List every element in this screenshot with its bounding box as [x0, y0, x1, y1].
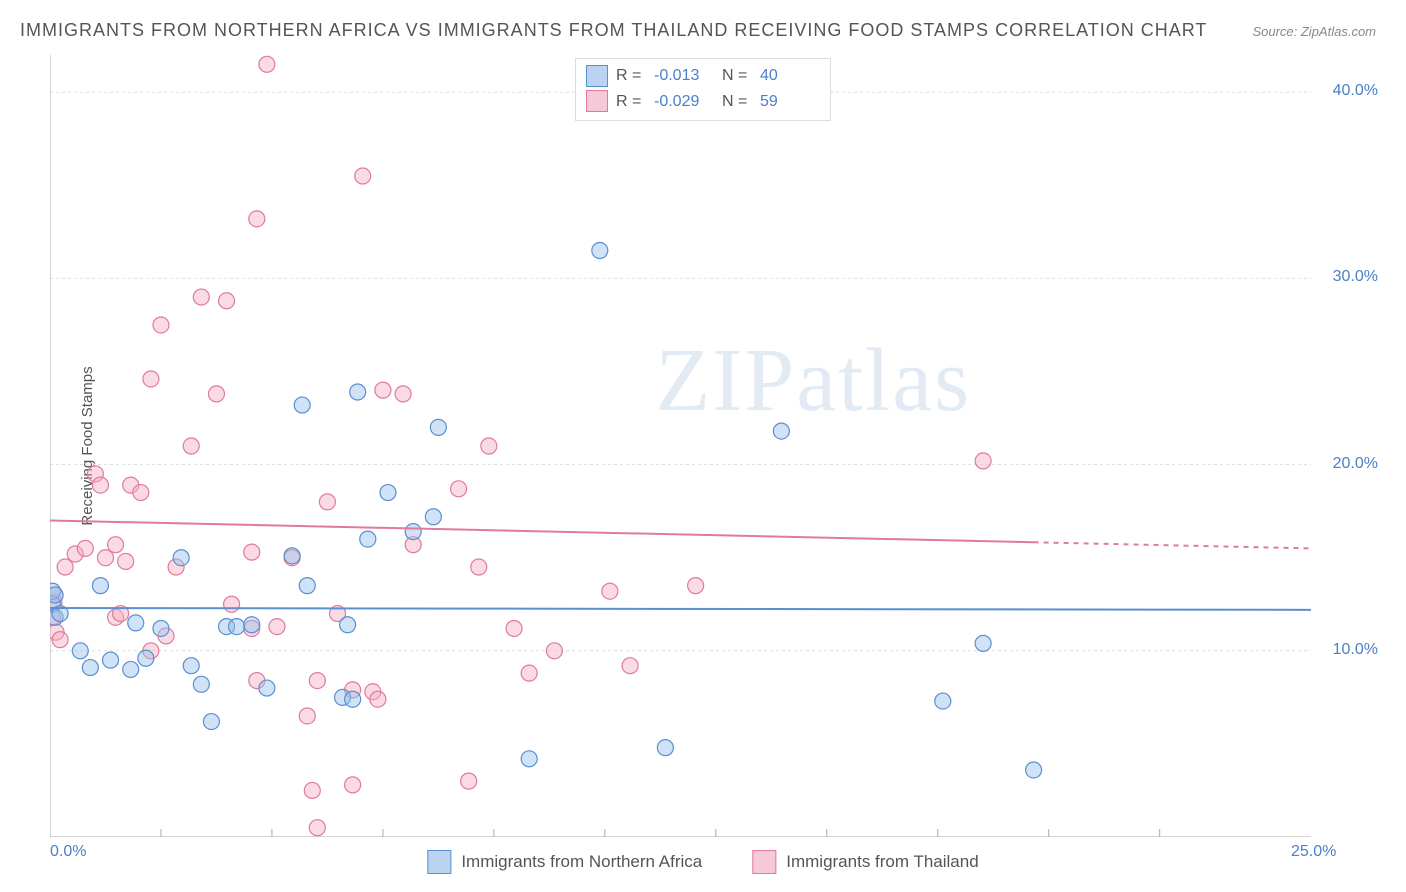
- n-label: N =: [722, 63, 752, 89]
- r-value-0: -0.013: [654, 63, 714, 89]
- n-value-0: 40: [760, 63, 820, 89]
- chart-title: IMMIGRANTS FROM NORTHERN AFRICA VS IMMIG…: [20, 20, 1207, 41]
- y-tick-label: 20.0%: [1333, 455, 1378, 473]
- legend-item-1: Immigrants from Thailand: [752, 850, 978, 874]
- n-label: N =: [722, 89, 752, 115]
- swatch-series-1: [752, 850, 776, 874]
- series-name-1: Immigrants from Thailand: [786, 852, 978, 872]
- legend-row-series-1: R = -0.029 N = 59: [586, 89, 820, 115]
- y-tick-label: 30.0%: [1333, 268, 1378, 286]
- swatch-series-0: [427, 850, 451, 874]
- legend-item-0: Immigrants from Northern Africa: [427, 850, 702, 874]
- y-tick-label: 40.0%: [1333, 82, 1378, 100]
- r-label: R =: [616, 89, 646, 115]
- source-attribution: Source: ZipAtlas.com: [1252, 24, 1376, 39]
- swatch-series-0: [586, 65, 608, 87]
- correlation-legend: R = -0.013 N = 40 R = -0.029 N = 59: [575, 58, 831, 121]
- y-tick-label: 10.0%: [1333, 641, 1378, 659]
- series-name-0: Immigrants from Northern Africa: [461, 852, 702, 872]
- swatch-series-1: [586, 90, 608, 112]
- plot-area: [50, 55, 1311, 837]
- scatter-plot-svg: [50, 55, 1311, 837]
- series-legend: Immigrants from Northern Africa Immigran…: [427, 850, 978, 874]
- n-value-1: 59: [760, 89, 820, 115]
- r-value-1: -0.029: [654, 89, 714, 115]
- x-tick-label: 25.0%: [1291, 843, 1336, 861]
- r-label: R =: [616, 63, 646, 89]
- x-tick-label: 0.0%: [50, 843, 86, 861]
- legend-row-series-0: R = -0.013 N = 40: [586, 63, 820, 89]
